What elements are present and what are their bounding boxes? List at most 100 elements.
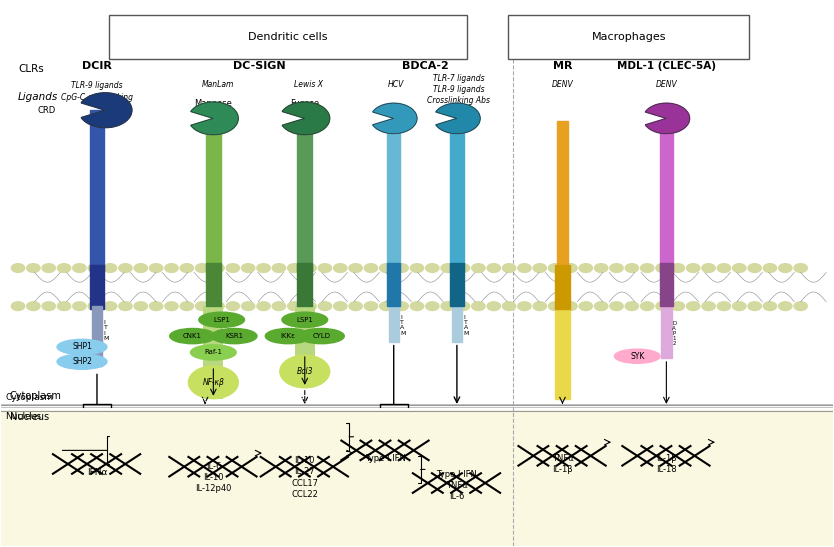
Circle shape xyxy=(118,264,132,272)
Text: Lewis X: Lewis X xyxy=(294,80,324,89)
Wedge shape xyxy=(191,102,239,135)
Text: SHP2: SHP2 xyxy=(72,357,92,366)
Text: D
A
P
1
2: D A P 1 2 xyxy=(672,321,676,346)
Circle shape xyxy=(779,302,792,311)
Text: Fucose: Fucose xyxy=(290,99,319,108)
Text: SYK: SYK xyxy=(630,352,645,360)
Circle shape xyxy=(334,264,347,272)
Circle shape xyxy=(595,302,608,311)
Circle shape xyxy=(656,302,669,311)
Bar xyxy=(90,265,103,309)
Circle shape xyxy=(103,302,117,311)
Circle shape xyxy=(334,302,347,311)
Bar xyxy=(297,263,312,306)
Text: Type I IFN
TNFα
IL-6: Type I IFN TNFα IL-6 xyxy=(436,470,477,502)
Text: Raf-1: Raf-1 xyxy=(204,350,223,356)
Circle shape xyxy=(349,302,362,311)
Circle shape xyxy=(12,302,25,311)
Text: LSP1: LSP1 xyxy=(214,317,230,323)
Text: Ligands: Ligands xyxy=(18,92,58,102)
Circle shape xyxy=(242,302,255,311)
Circle shape xyxy=(472,264,485,272)
Circle shape xyxy=(626,264,639,272)
Text: IL-10
IL-27
CCL17
CCL22: IL-10 IL-27 CCL17 CCL22 xyxy=(291,456,319,499)
Circle shape xyxy=(226,302,239,311)
Text: NF-κβ: NF-κβ xyxy=(203,378,224,387)
Wedge shape xyxy=(81,93,132,127)
Circle shape xyxy=(319,302,332,311)
Circle shape xyxy=(272,302,285,311)
Text: IL-1β
IL-18: IL-1β IL-18 xyxy=(656,454,676,474)
Circle shape xyxy=(671,302,685,311)
Circle shape xyxy=(487,302,500,311)
Bar xyxy=(203,306,224,399)
Circle shape xyxy=(88,264,102,272)
Circle shape xyxy=(732,264,746,272)
Circle shape xyxy=(149,302,163,311)
Bar xyxy=(660,121,673,271)
FancyBboxPatch shape xyxy=(509,15,750,59)
Circle shape xyxy=(211,302,224,311)
Ellipse shape xyxy=(615,349,661,363)
Text: TLR-9 ligands
CpG-C crosslinking: TLR-9 ligands CpG-C crosslinking xyxy=(61,81,133,102)
Ellipse shape xyxy=(57,354,107,369)
Text: Cytoplasm: Cytoplasm xyxy=(6,393,53,402)
Circle shape xyxy=(610,264,623,272)
Circle shape xyxy=(257,264,270,272)
Wedge shape xyxy=(436,103,480,133)
Text: DENV: DENV xyxy=(551,80,573,89)
Circle shape xyxy=(180,302,193,311)
Text: I
T
A
M: I T A M xyxy=(400,315,406,336)
Text: LSP1: LSP1 xyxy=(296,317,314,323)
Circle shape xyxy=(303,302,316,311)
Circle shape xyxy=(58,264,71,272)
Text: I
T
A
M: I T A M xyxy=(464,315,469,336)
Circle shape xyxy=(549,302,562,311)
Circle shape xyxy=(288,302,301,311)
Circle shape xyxy=(103,264,117,272)
Circle shape xyxy=(549,264,562,272)
Circle shape xyxy=(686,302,700,311)
Circle shape xyxy=(533,264,546,272)
Circle shape xyxy=(441,302,455,311)
Text: Dendritic cells: Dendritic cells xyxy=(249,32,328,42)
Text: DC-SIGN: DC-SIGN xyxy=(233,61,285,72)
Wedge shape xyxy=(646,103,690,133)
Circle shape xyxy=(794,264,807,272)
Circle shape xyxy=(42,302,55,311)
Circle shape xyxy=(656,264,669,272)
Circle shape xyxy=(472,302,485,311)
FancyBboxPatch shape xyxy=(109,15,467,59)
Circle shape xyxy=(58,302,71,311)
Text: TNFα
IL-1β: TNFα IL-1β xyxy=(551,454,573,474)
Circle shape xyxy=(288,264,301,272)
Bar xyxy=(450,263,464,306)
Text: MR: MR xyxy=(553,61,572,72)
Circle shape xyxy=(149,264,163,272)
Ellipse shape xyxy=(169,328,215,344)
FancyBboxPatch shape xyxy=(2,410,832,545)
Text: CYLD: CYLD xyxy=(313,333,330,339)
Circle shape xyxy=(165,264,178,272)
Circle shape xyxy=(579,264,592,272)
Text: HCV: HCV xyxy=(388,80,404,89)
Circle shape xyxy=(533,302,546,311)
Circle shape xyxy=(257,302,270,311)
Circle shape xyxy=(27,302,40,311)
Circle shape xyxy=(686,264,700,272)
Bar xyxy=(450,121,464,271)
Circle shape xyxy=(702,264,716,272)
Circle shape xyxy=(379,264,393,272)
Text: BDCA-2: BDCA-2 xyxy=(402,61,449,72)
Circle shape xyxy=(165,302,178,311)
Circle shape xyxy=(732,302,746,311)
Circle shape xyxy=(641,264,654,272)
Circle shape xyxy=(42,264,55,272)
Circle shape xyxy=(717,264,731,272)
Circle shape xyxy=(763,264,776,272)
Circle shape xyxy=(794,302,807,311)
Circle shape xyxy=(610,302,623,311)
Text: Macrophages: Macrophages xyxy=(591,32,666,42)
Circle shape xyxy=(748,264,761,272)
Circle shape xyxy=(242,264,255,272)
